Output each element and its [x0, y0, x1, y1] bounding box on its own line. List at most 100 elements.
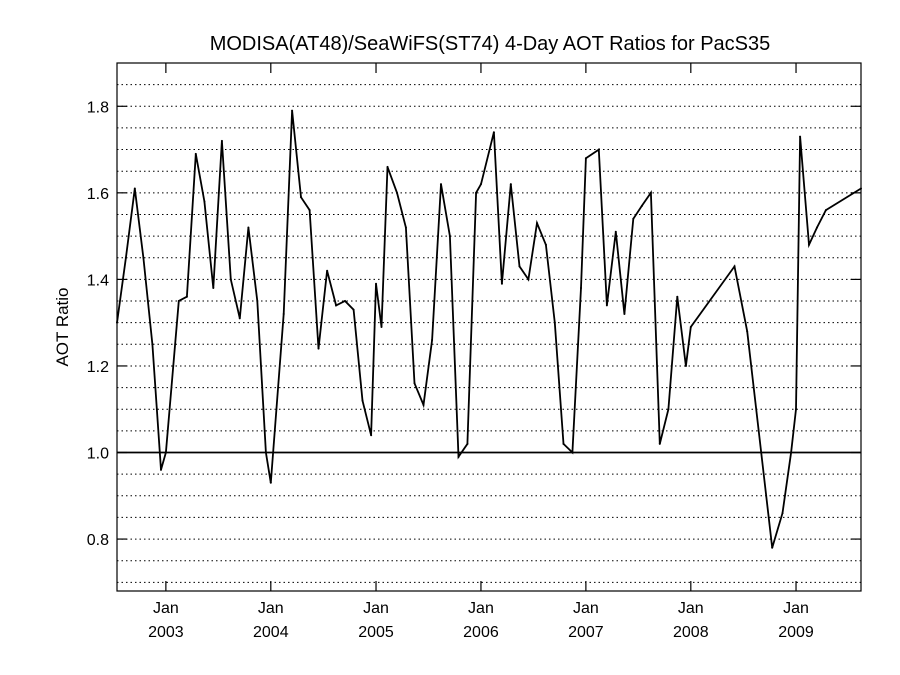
data-point-25	[335, 304, 338, 307]
data-point-66	[684, 364, 687, 367]
data-point-36	[422, 403, 425, 406]
data-point-21	[299, 196, 302, 199]
data-point-63	[658, 442, 661, 445]
x-tick-month-4: Jan	[573, 600, 599, 617]
data-point-55	[584, 157, 587, 160]
x-tick-month-1: Jan	[258, 600, 284, 617]
data-point-6	[164, 451, 167, 454]
data-point-52	[562, 442, 565, 445]
data-point-7	[177, 300, 180, 303]
data-point-77	[824, 209, 827, 212]
data-point-1	[124, 256, 127, 259]
data-point-15	[247, 226, 250, 229]
y-tick-label-1: 1.0	[87, 446, 109, 463]
x-tick-year-4: 2007	[568, 624, 604, 641]
data-point-11	[212, 287, 215, 290]
x-tick-year-1: 2004	[253, 624, 289, 641]
data-point-43	[479, 183, 482, 186]
data-point-23	[317, 347, 320, 350]
x-tick-year-3: 2006	[463, 624, 499, 641]
data-point-56	[597, 148, 600, 151]
data-point-12	[220, 139, 223, 142]
data-point-39	[448, 235, 451, 238]
data-point-22	[308, 209, 311, 212]
data-point-48	[527, 278, 530, 281]
x-tick-month-0: Jan	[153, 600, 179, 617]
data-point-26	[343, 300, 346, 303]
data-point-60	[632, 217, 635, 220]
x-tick-year-6: 2009	[778, 624, 814, 641]
y-tick-label-4: 1.6	[87, 186, 109, 203]
data-point-64	[667, 408, 670, 411]
data-point-4	[151, 343, 154, 346]
data-point-61	[640, 204, 643, 207]
data-point-70	[771, 546, 774, 549]
x-tick-year-0: 2003	[148, 624, 184, 641]
data-point-75	[807, 243, 810, 246]
data-point-18	[269, 481, 272, 484]
x-tick-year-5: 2008	[673, 624, 709, 641]
plot-frame	[116, 62, 862, 592]
data-point-41	[466, 442, 469, 445]
x-tick-month-6: Jan	[783, 600, 809, 617]
grid-layer	[117, 84, 861, 583]
data-point-47	[518, 265, 521, 268]
data-point-49	[536, 222, 539, 225]
y-axis: 0.8 1.0 1.2 1.4 1.6 1.8	[87, 99, 861, 549]
x-tick-year-2: 2005	[358, 624, 394, 641]
data-point-28	[361, 399, 364, 402]
data-point-20	[291, 109, 294, 112]
data-point-14	[238, 317, 241, 320]
y-tick-label-5: 1.8	[87, 99, 109, 116]
data-point-32	[386, 165, 389, 168]
data-point-68	[733, 265, 736, 268]
data-point-58	[614, 230, 617, 233]
data-point-13	[229, 278, 232, 281]
data-point-73	[795, 408, 798, 411]
data-point-72	[790, 451, 793, 454]
series-layer	[116, 109, 862, 549]
data-point-67	[689, 326, 692, 328]
data-point-16	[256, 300, 259, 303]
data-point-65	[676, 295, 679, 298]
data-point-38	[439, 183, 442, 186]
data-point-24	[326, 269, 329, 272]
data-point-42	[475, 191, 478, 194]
data-point-31	[380, 326, 383, 328]
y-axis-label: AOT Ratio	[53, 287, 72, 366]
data-point-3	[142, 256, 145, 259]
data-point-34	[404, 226, 407, 229]
data-point-71	[781, 512, 784, 515]
data-point-37	[431, 338, 434, 341]
series-line-0	[116, 110, 862, 548]
x-axis: Jan 2003 Jan 2004 Jan 2005 Jan 2006 Jan 2007 Jan 20…	[148, 63, 814, 641]
data-point-53	[571, 451, 574, 454]
data-point-51	[553, 321, 556, 324]
data-point-29	[370, 434, 373, 437]
data-point-74	[799, 135, 802, 138]
data-point-76	[816, 226, 819, 229]
data-point-69	[746, 330, 749, 333]
data-point-46	[509, 183, 512, 186]
data-point-10	[203, 200, 206, 203]
data-point-27	[352, 308, 355, 311]
data-point-50	[544, 243, 547, 246]
x-tick-month-5: Jan	[678, 600, 704, 617]
data-point-2	[133, 187, 136, 190]
data-point-59	[623, 313, 626, 316]
chart-title: MODISA(AT48)/SeaWiFS(ST74) 4-Day AOT Rat…	[210, 33, 771, 55]
data-point-40	[457, 455, 460, 458]
y-tick-label-0: 0.8	[87, 532, 109, 549]
data-point-17	[264, 451, 267, 454]
data-point-44	[492, 131, 495, 134]
x-tick-month-2: Jan	[363, 600, 389, 617]
data-point-19	[282, 313, 285, 316]
data-point-35	[413, 382, 416, 385]
data-point-8	[185, 295, 188, 298]
data-point-54	[579, 287, 582, 290]
data-point-30	[375, 282, 378, 285]
y-tick-label-2: 1.2	[87, 359, 109, 376]
data-point-9	[194, 152, 197, 155]
x-tick-month-3: Jan	[468, 600, 494, 617]
